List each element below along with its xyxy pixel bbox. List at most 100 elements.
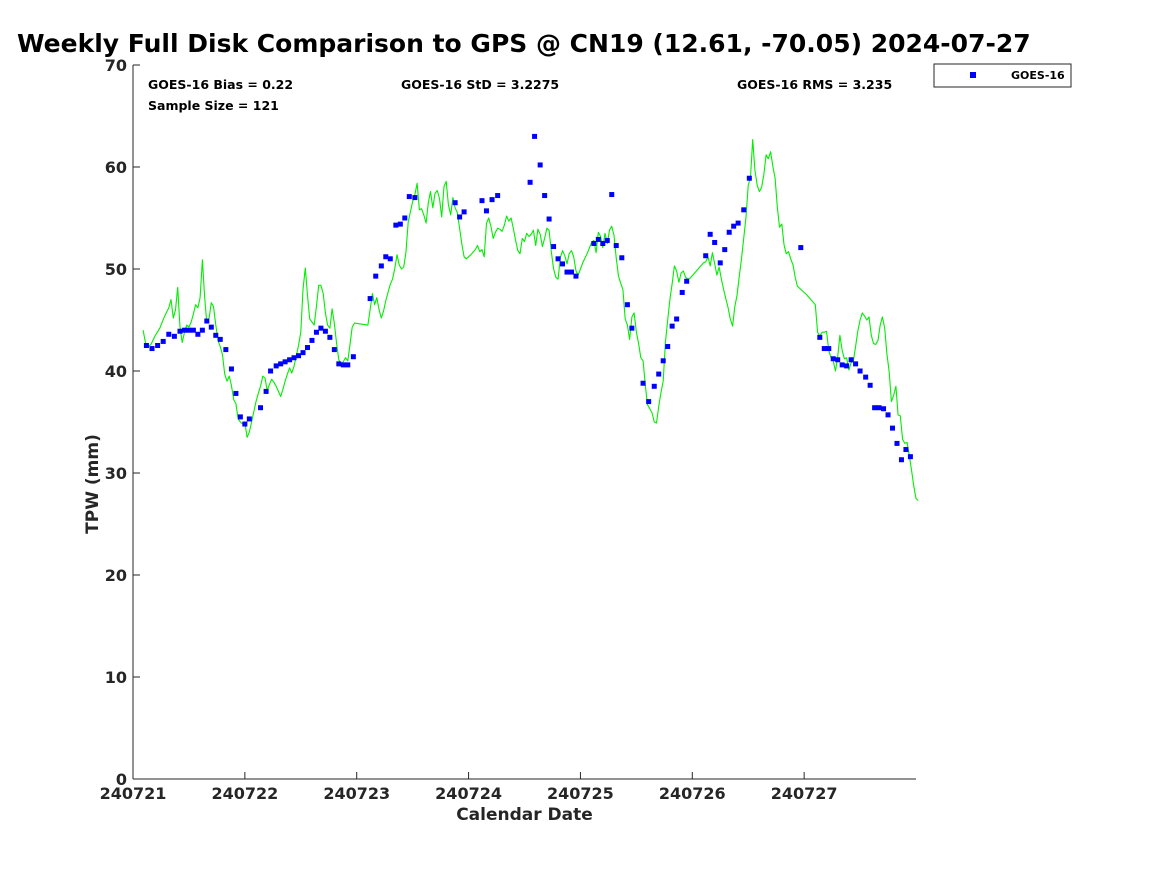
x-tick-label: 240721	[100, 784, 167, 803]
scatter-point-goes16	[263, 388, 269, 394]
scatter-point-goes16	[208, 324, 214, 330]
scatter-point-goes16	[817, 334, 823, 340]
scatter-point-goes16	[461, 209, 467, 215]
x-tick-label: 240726	[659, 784, 726, 803]
scatter-point-goes16	[726, 229, 732, 235]
scatter-point-goes16	[885, 412, 891, 418]
scatter-point-goes16	[684, 278, 690, 284]
scatter-point-goes16	[839, 362, 845, 368]
scatter-point-goes16	[551, 244, 557, 250]
scatter-point-goes16	[489, 197, 495, 203]
scatter-point-goes16	[591, 241, 597, 246]
scatter-point-goes16	[350, 354, 356, 360]
scatter-point-goes16	[483, 208, 489, 214]
scatter-point-goes16	[609, 192, 615, 198]
scatter-point-goes16	[717, 260, 723, 266]
chart-title: Weekly Full Disk Comparison to GPS @ CN1…	[17, 29, 1031, 58]
scatter-point-goes16	[204, 318, 210, 324]
scatter-point-goes16	[304, 345, 310, 351]
scatter-point-goes16	[848, 357, 854, 363]
scatter-point-goes16	[844, 363, 850, 369]
x-tick-label: 240722	[211, 784, 278, 803]
scatter-point-goes16	[181, 327, 187, 333]
scatter-point-goes16	[160, 338, 166, 344]
scatter-point-goes16	[712, 239, 718, 245]
scatter-point-goes16	[546, 216, 552, 222]
y-tick-label: 70	[105, 56, 127, 75]
scatter-point-goes16	[318, 325, 324, 331]
scatter-point-goes16	[646, 399, 652, 405]
y-tick-label: 20	[105, 566, 127, 585]
scatter-point-goes16	[291, 355, 297, 361]
sample-size-annotation: Sample Size = 121	[148, 98, 279, 113]
scatter-point-goes16	[857, 368, 863, 374]
scatter-point-goes16	[881, 406, 887, 412]
scatter-point-goes16	[336, 361, 342, 367]
scatter-point-goes16	[890, 425, 896, 431]
scatter-point-goes16	[613, 243, 619, 249]
scatter-point-goes16	[397, 221, 403, 227]
scatter-point-goes16	[665, 344, 671, 350]
legend[interactable]: GOES-16	[933, 63, 1072, 88]
scatter-point-goes16	[412, 195, 418, 201]
scatter-point-goes16	[600, 241, 606, 246]
scatter-point-goes16	[595, 236, 601, 242]
y-tick-label: 0	[116, 770, 127, 789]
scatter-point-goes16	[619, 255, 625, 261]
x-tick-label: 240724	[435, 784, 502, 803]
scatter-point-goes16	[190, 327, 196, 333]
scatter-point-goes16	[872, 405, 878, 411]
scatter-point-goes16	[393, 222, 399, 228]
scatter-point-goes16	[629, 325, 635, 331]
std-annotation: GOES-16 StD = 3.2275	[401, 77, 559, 92]
scatter-point-goes16	[479, 198, 485, 204]
scatter-point-goes16	[746, 175, 752, 181]
scatter-point-goes16	[233, 390, 239, 396]
scatter-point-goes16	[624, 302, 630, 308]
stats-annotations: GOES-16 Bias = 0.22 Sample Size = 121 GO…	[148, 77, 892, 113]
scatter-point-goes16	[452, 200, 458, 206]
scatter-point-goes16	[826, 346, 832, 352]
scatter-point-goes16	[656, 371, 662, 377]
scatter-point-goes16	[640, 380, 646, 386]
scatter-point-goes16	[651, 383, 657, 389]
y-tick-label: 50	[105, 260, 127, 279]
scatter-point-goes16	[527, 179, 533, 185]
scatter-point-goes16	[171, 333, 177, 339]
chart-marks	[142, 133, 919, 501]
scatter-point-goes16	[278, 361, 284, 367]
legend-box	[933, 63, 1072, 88]
scatter-point-goes16	[903, 447, 909, 453]
scatter-point-goes16	[894, 440, 900, 446]
scatter-point-goes16	[568, 269, 574, 275]
scatter-point-goes16	[731, 223, 737, 229]
scatter-point-goes16	[367, 296, 373, 302]
scatter-point-goes16	[402, 215, 408, 221]
scatter-point-goes16	[237, 414, 243, 420]
scatter-point-goes16	[406, 194, 412, 200]
scatter-point-goes16	[907, 454, 913, 460]
scatter-point-goes16	[331, 347, 337, 353]
scatter-point-goes16	[199, 327, 205, 333]
legend-marker-goes16	[970, 72, 976, 78]
scatter-point-goes16	[669, 323, 675, 329]
scatter-point-goes16	[345, 362, 351, 368]
scatter-point-goes16	[457, 214, 463, 220]
scatter-point-goes16	[149, 346, 155, 352]
bias-annotation: GOES-16 Bias = 0.22	[148, 77, 293, 92]
scatter-point-goes16	[258, 405, 264, 411]
scatter-point-goes16	[564, 269, 570, 275]
scatter-point-goes16	[876, 405, 882, 411]
scatter-point-goes16	[177, 328, 183, 334]
x-axis-label: Calendar Date	[456, 805, 593, 825]
scatter-point-goes16	[246, 416, 252, 422]
y-tick-label: 30	[105, 464, 127, 483]
scatter-point-goes16	[707, 231, 713, 237]
x-tick-label: 240723	[323, 784, 390, 803]
scatter-point-goes16	[268, 368, 274, 374]
scatter-point-goes16	[155, 343, 161, 348]
scatter-point-goes16	[213, 332, 219, 338]
scatter-point-goes16	[898, 457, 904, 463]
scatter-point-goes16	[186, 327, 192, 333]
scatter-point-goes16	[322, 328, 328, 334]
